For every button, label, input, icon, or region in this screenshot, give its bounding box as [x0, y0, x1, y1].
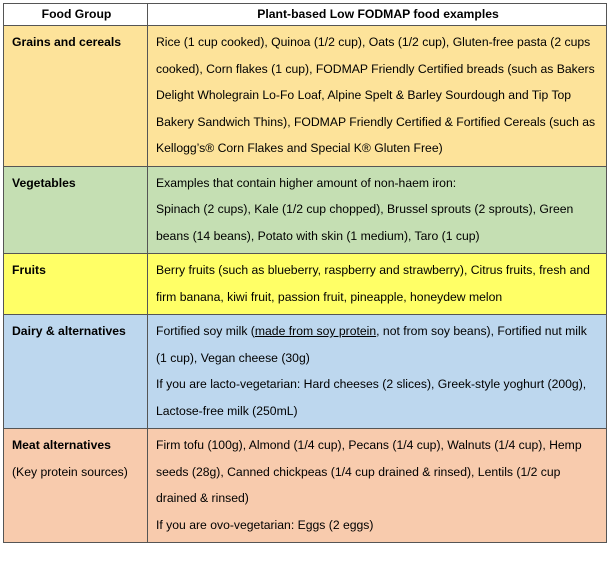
examples-text: Berry fruits (such as blueberry, raspber…: [156, 263, 590, 304]
food-group-subtitle: (Key protein sources): [12, 464, 128, 479]
ovo-vegetarian-text: If you are ovo-vegetarian: Eggs (2 eggs): [156, 517, 374, 532]
food-group-cell: Dairy & alternatives: [3, 314, 148, 429]
header-food-examples: Plant-based Low FODMAP food examples: [147, 3, 607, 26]
table-row-dairy: Dairy & alternatives Fortified soy milk …: [3, 314, 607, 429]
examples-text: Rice (1 cup cooked), Quinoa (1/2 cup), O…: [156, 35, 596, 155]
food-examples-cell: Berry fruits (such as blueberry, raspber…: [147, 253, 607, 315]
table-row-meat-alternatives: Meat alternatives (Key protein sources) …: [3, 428, 607, 543]
low-fodmap-food-table: Food Group Plant-based Low FODMAP food e…: [3, 3, 607, 543]
food-examples-cell: Fortified soy milk (made from soy protei…: [147, 314, 607, 429]
food-group-cell: Meat alternatives (Key protein sources): [3, 428, 148, 543]
food-examples-cell: Rice (1 cup cooked), Quinoa (1/2 cup), O…: [147, 25, 607, 167]
soy-text-pre: Fortified soy milk (: [156, 324, 255, 338]
examples-intro-text: Examples that contain higher amount of n…: [156, 175, 457, 190]
soy-underlined-text: made from soy protein: [254, 324, 377, 338]
header-food-group: Food Group: [3, 3, 148, 26]
food-group-title: Meat alternatives: [12, 438, 111, 452]
lacto-vegetarian-text: If you are lacto-vegetarian: Hard cheese…: [156, 377, 587, 418]
examples-text: Spinach (2 cups), Kale (1/2 cup chopped)…: [156, 202, 574, 243]
food-examples-cell: Firm tofu (100g), Almond (1/4 cup), Peca…: [147, 428, 607, 543]
soy-text-post: , not from soy beans), Fortified nut mil…: [156, 324, 587, 365]
food-group-cell: Vegetables: [3, 165, 148, 254]
table-row-fruits: Fruits Berry fruits (such as blueberry, …: [3, 253, 607, 315]
examples-text: Fortified soy milk (made from soy protei…: [156, 318, 600, 371]
food-group-cell: Fruits: [3, 253, 148, 315]
food-table-container: Food Group Plant-based Low FODMAP food e…: [3, 3, 607, 543]
table-header-row: Food Group Plant-based Low FODMAP food e…: [3, 3, 607, 26]
food-group-cell: Grains and cereals: [3, 25, 148, 167]
examples-text: Firm tofu (100g), Almond (1/4 cup), Peca…: [156, 438, 582, 505]
table-row-grains: Grains and cereals Rice (1 cup cooked), …: [3, 25, 607, 167]
table-row-vegetables: Vegetables Examples that contain higher …: [3, 165, 607, 254]
food-examples-cell: Examples that contain higher amount of n…: [147, 165, 607, 254]
